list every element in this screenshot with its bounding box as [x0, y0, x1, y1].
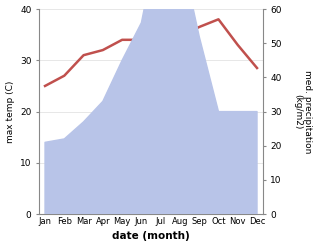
- Y-axis label: max temp (C): max temp (C): [5, 80, 15, 143]
- X-axis label: date (month): date (month): [112, 231, 190, 242]
- Y-axis label: med. precipitation
(kg/m2): med. precipitation (kg/m2): [293, 70, 313, 153]
